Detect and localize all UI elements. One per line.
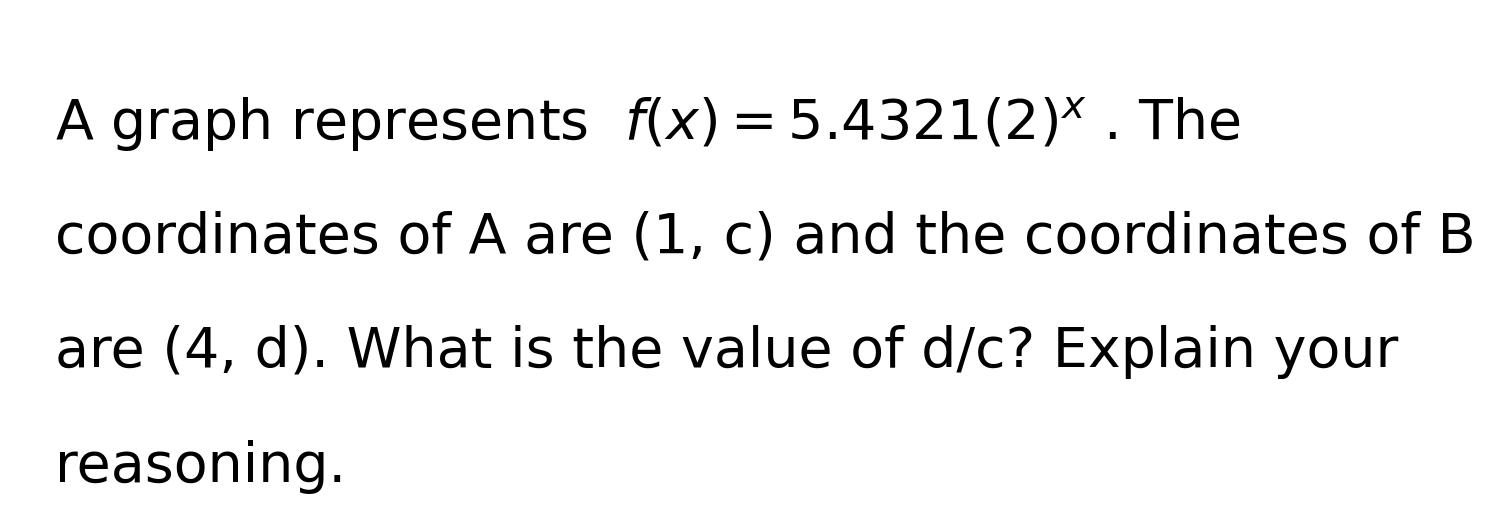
Text: A graph represents  $f(x) = 5.4321(2)^{x}$ . The: A graph represents $f(x) = 5.4321(2)^{x}… — [56, 95, 1240, 153]
Text: coordinates of A are (1, c) and the coordinates of B: coordinates of A are (1, c) and the coor… — [56, 210, 1476, 264]
Text: reasoning.: reasoning. — [56, 440, 346, 494]
Text: are (4, d). What is the value of d/c? Explain your: are (4, d). What is the value of d/c? Ex… — [56, 325, 1398, 379]
